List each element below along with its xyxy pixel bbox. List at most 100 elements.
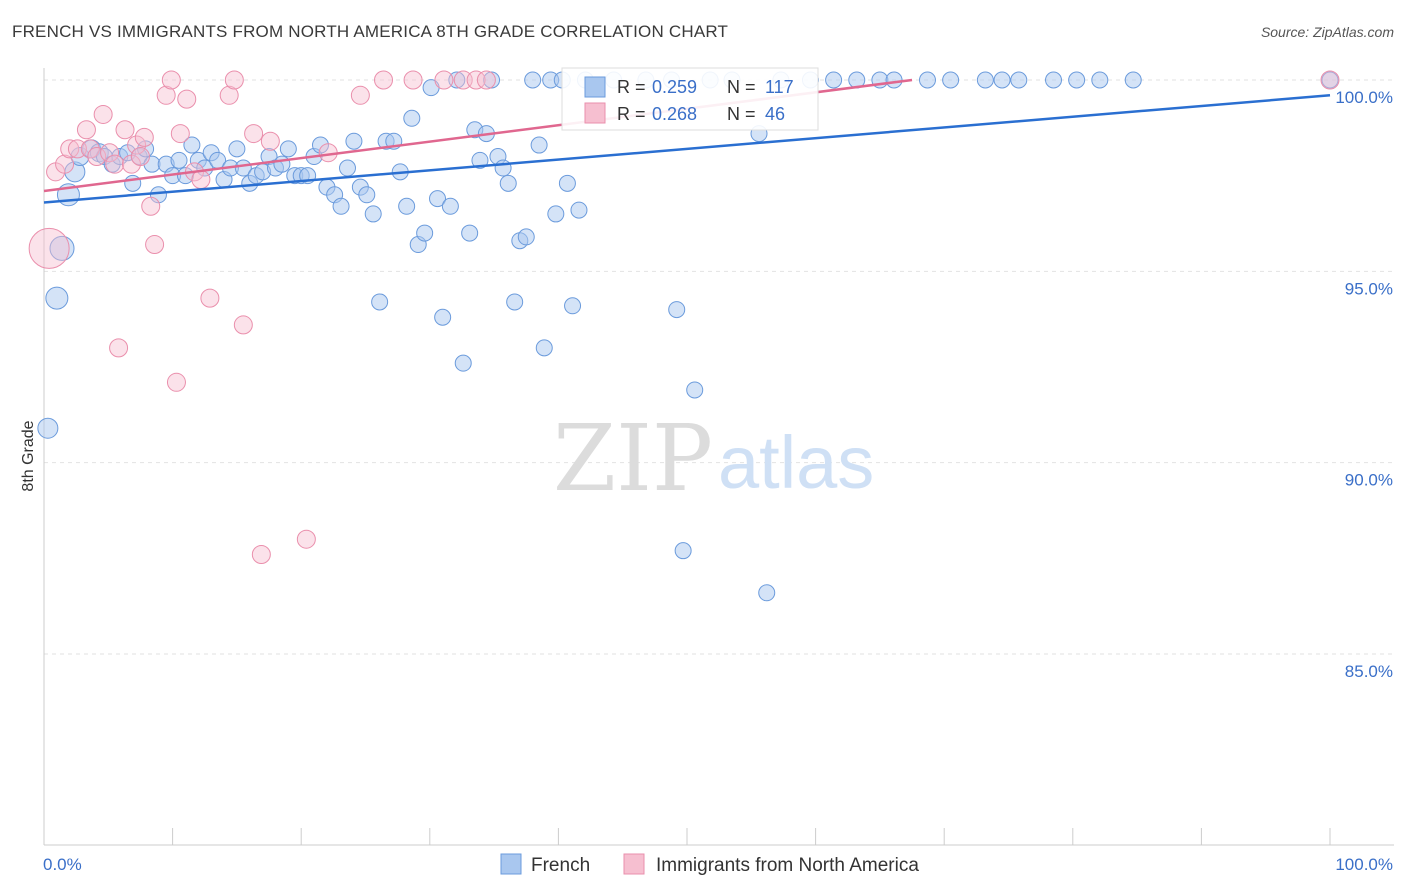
immigrants-point bbox=[260, 131, 280, 151]
immigrants-point bbox=[200, 288, 220, 308]
immigrants-point bbox=[127, 135, 147, 155]
legend-n-label-french: N = bbox=[727, 77, 756, 97]
watermark-atlas: atlas bbox=[718, 421, 874, 504]
immigrants-point bbox=[115, 120, 135, 140]
french-point bbox=[429, 190, 447, 208]
immigrants-point bbox=[93, 104, 113, 124]
french-trend-line bbox=[43, 94, 1331, 204]
french-point bbox=[564, 297, 582, 315]
immigrants-point bbox=[224, 70, 244, 90]
french-point bbox=[228, 140, 246, 158]
legend-r-value-french: 0.259 bbox=[652, 77, 697, 97]
legend-r-label-french: R = bbox=[617, 77, 646, 97]
french-point bbox=[471, 151, 489, 169]
french-point bbox=[686, 381, 704, 399]
french-point bbox=[441, 197, 459, 215]
immigrants-point bbox=[76, 120, 96, 140]
french-point bbox=[1091, 71, 1109, 89]
french-point bbox=[517, 228, 535, 246]
immigrants-point bbox=[476, 70, 496, 90]
french-point bbox=[461, 224, 479, 242]
immigrants-point bbox=[170, 124, 190, 144]
french-point bbox=[885, 71, 903, 89]
immigrants-point bbox=[296, 529, 316, 549]
french-point bbox=[668, 301, 686, 319]
french-point bbox=[1124, 71, 1142, 89]
french-point bbox=[416, 224, 434, 242]
immigrants-point bbox=[434, 70, 454, 90]
french-point bbox=[976, 71, 994, 89]
french-point bbox=[364, 205, 382, 223]
chart-title: FRENCH VS IMMIGRANTS FROM NORTH AMERICA … bbox=[12, 22, 729, 41]
immigrants-point bbox=[177, 89, 197, 109]
immigrants-point bbox=[100, 143, 120, 163]
x-tick-label-max: 100.0% bbox=[1335, 855, 1393, 874]
y-tick-label: 90.0% bbox=[1345, 471, 1393, 490]
french-point bbox=[1068, 71, 1086, 89]
y-tick-labels: 100.0% 95.0% 90.0% 85.0% bbox=[1335, 88, 1393, 681]
immigrants-point bbox=[251, 545, 271, 565]
french-points bbox=[37, 71, 1339, 602]
immigrants-point bbox=[244, 124, 264, 144]
french-point bbox=[279, 140, 297, 158]
source-label: Source: ZipAtlas.com bbox=[1260, 24, 1394, 40]
french-point bbox=[535, 339, 553, 357]
immigrants-point bbox=[1320, 70, 1340, 90]
legend-swatch-french bbox=[584, 76, 606, 98]
immigrants-point bbox=[80, 139, 100, 159]
french-point bbox=[1045, 71, 1063, 89]
y-axis-title: 8th Grade bbox=[20, 420, 37, 491]
french-point bbox=[170, 151, 188, 169]
legend-n-label-immigrants: N = bbox=[727, 104, 756, 124]
french-point bbox=[371, 293, 389, 311]
series-legend-swatch-immigrants bbox=[623, 853, 645, 875]
immigrants-point bbox=[466, 70, 486, 90]
french-point bbox=[499, 174, 517, 192]
french-point bbox=[1010, 71, 1028, 89]
french-point bbox=[530, 136, 548, 154]
french-point bbox=[674, 542, 692, 560]
legend-n-value-french: 117 bbox=[765, 77, 794, 97]
legend-n-value-immigrants: 46 bbox=[765, 104, 785, 124]
legend-r-value-immigrants: 0.268 bbox=[652, 104, 697, 124]
immigrants-point bbox=[130, 147, 150, 167]
french-point bbox=[570, 201, 588, 219]
immigrants-point bbox=[60, 139, 80, 159]
immigrants-point bbox=[141, 196, 161, 216]
french-point bbox=[993, 71, 1011, 89]
immigrants-points bbox=[28, 70, 1340, 565]
series-legend-swatch-french bbox=[500, 853, 522, 875]
french-point bbox=[506, 293, 524, 311]
french-point bbox=[942, 71, 960, 89]
french-point bbox=[448, 71, 466, 89]
legend-r-label-immigrants: R = bbox=[617, 104, 646, 124]
french-point bbox=[403, 109, 421, 127]
immigrants-point bbox=[219, 85, 239, 105]
immigrants-point bbox=[156, 85, 176, 105]
french-point bbox=[825, 71, 843, 89]
french-point bbox=[434, 308, 452, 326]
correlation-legend: R = 0.259 N = 117 R = 0.268 N = 46 bbox=[561, 67, 819, 131]
series-legend-label-french: French bbox=[531, 855, 590, 876]
french-point bbox=[311, 136, 329, 154]
french-point bbox=[494, 159, 512, 177]
french-point bbox=[918, 71, 936, 89]
immigrants-point bbox=[191, 169, 211, 189]
y-tick-label: 100.0% bbox=[1335, 88, 1393, 107]
x-ticks bbox=[43, 828, 1331, 845]
french-point bbox=[332, 197, 350, 215]
immigrants-point bbox=[105, 154, 125, 174]
french-point bbox=[398, 197, 416, 215]
series-legend: French Immigrants from North America bbox=[500, 853, 919, 876]
french-point bbox=[758, 584, 776, 602]
immigrants-point bbox=[145, 235, 165, 255]
immigrants-point bbox=[109, 338, 129, 358]
immigrants-point bbox=[166, 372, 186, 392]
french-point bbox=[524, 71, 542, 89]
french-point bbox=[345, 132, 363, 150]
immigrants-point bbox=[403, 70, 423, 90]
french-point bbox=[558, 174, 576, 192]
series-legend-label-immigrants: Immigrants from North America bbox=[656, 855, 919, 876]
french-point bbox=[547, 205, 565, 223]
